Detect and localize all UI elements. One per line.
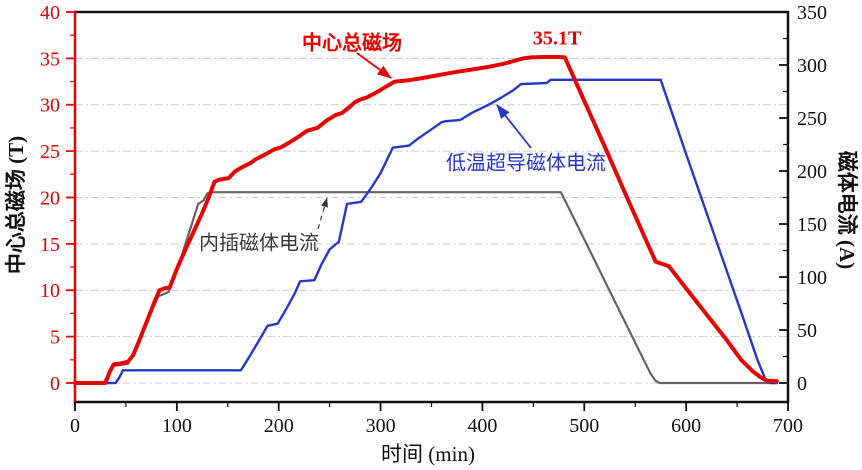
y-left-tick-label: 5 [50, 327, 60, 349]
annotation-arrow [496, 104, 532, 149]
x-tick-label: 200 [264, 415, 294, 437]
x-tick-label: 600 [671, 415, 701, 437]
annotation-arrow [317, 197, 328, 230]
y-right-tick-label: 150 [797, 214, 827, 236]
y-left-axis-title: 中心总磁场 (T) [4, 135, 28, 275]
series-center-total-field [73, 55, 779, 385]
y-left-tick-label: 40 [40, 2, 60, 24]
y-right-tick-label: 350 [797, 2, 827, 24]
annotation-sc-current-label: 低温超导磁体电流 [446, 152, 606, 175]
y-left-tick-label: 20 [40, 187, 60, 209]
x-tick-label: 700 [773, 415, 803, 437]
y-right-axis: 0 50 100 150 200 250 300 350 [779, 2, 827, 395]
y-right-tick-label: 0 [797, 373, 807, 395]
y-right-tick-label: 250 [797, 108, 827, 130]
y-right-tick-label: 200 [797, 161, 827, 183]
x-axis: 0 100 200 300 400 500 600 700 [70, 402, 803, 437]
y-left-tick-label: 15 [40, 234, 60, 256]
annotation-insert-current-label: 内插磁体电流 [199, 232, 319, 255]
y-right-tick-label: 100 [797, 267, 827, 289]
y-left-tick-label: 35 [40, 48, 60, 70]
annotation-arrows [317, 52, 532, 230]
annotation-center-field-label: 中心总磁场 [302, 32, 402, 55]
x-tick-label: 500 [569, 415, 599, 437]
x-tick-label: 400 [467, 415, 497, 437]
annotation-arrow [356, 52, 392, 79]
x-tick-label: 100 [162, 415, 192, 437]
series-sc-magnet-current [73, 78, 778, 385]
y-right-axis-title: 磁体电流 (A) [835, 150, 859, 270]
y-left-tick-label: 25 [40, 141, 60, 163]
x-axis-title: 时间 (min) [381, 442, 475, 466]
gridlines [75, 57, 788, 384]
series [73, 55, 779, 385]
y-right-tick-label: 300 [797, 55, 827, 77]
y-left-tick-label: 10 [40, 280, 60, 302]
y-right-tick-label: 50 [797, 320, 817, 342]
y-left-tick-label: 30 [40, 95, 60, 117]
x-tick-label: 300 [366, 415, 396, 437]
series-insert-magnet-current [73, 191, 778, 385]
spines [73, 10, 790, 404]
annotation-peak-value-label: 35.1T [532, 27, 582, 50]
y-left-tick-label: 0 [50, 373, 60, 395]
y-left-axis: 0 5 10 15 20 25 30 35 40 [40, 2, 75, 395]
x-tick-label: 0 [70, 415, 80, 437]
